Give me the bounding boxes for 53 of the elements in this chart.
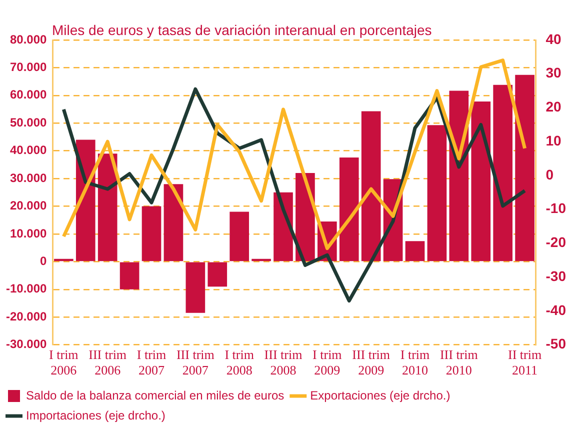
bar (471, 102, 491, 262)
y2-tick-label: 40 (546, 30, 562, 47)
y-tick-label: 40.000 (10, 143, 48, 158)
legend-label: Importaciones (eje drcho.) (26, 408, 166, 422)
chart-title: Miles de euros y tasas de variación interanual en porcentajes (52, 22, 432, 38)
y-tick-label: 20.000 (10, 198, 48, 213)
x-tick-label: I trim 2009 (312, 347, 342, 378)
x-tick-label: III trim 2007 (176, 347, 214, 378)
x-tick-label: I trim 2007 (136, 347, 166, 378)
x-tick-label: III trim 2008 (264, 347, 302, 378)
x-tick-label: III trim 2006 (88, 347, 127, 378)
x-tick-label: II trim 2011 (508, 347, 542, 378)
y-tick-label: 70.000 (10, 60, 48, 74)
x-tick-label: I trim 2006 (49, 347, 78, 378)
y-tick-label: 60.000 (10, 88, 48, 102)
y-tick-label: -20.000 (6, 309, 48, 324)
y2-tick-label: 30 (546, 64, 562, 81)
y-tick-label: -30.000 (6, 337, 48, 352)
y2-tick-label: 0 (546, 166, 554, 182)
bar (230, 212, 249, 262)
bar (208, 262, 228, 287)
bar (515, 74, 534, 262)
y2-tick-label: -10 (546, 200, 566, 216)
bar (339, 157, 359, 262)
y-tick-label: -10.000 (6, 282, 48, 296)
bar (186, 262, 206, 313)
y2-tick-label: -40 (546, 302, 566, 318)
y-tick-label: 0 (40, 254, 48, 268)
y2-tick-label: 10 (546, 132, 562, 148)
bar (252, 258, 271, 262)
legend-label: Saldo de la balanza comercial en miles de euros (26, 388, 284, 402)
bar (120, 262, 140, 290)
bar (164, 184, 184, 262)
bar (493, 84, 512, 262)
x-tick-label: I trim 2010 (400, 347, 430, 378)
y2-tick-label: -50 (546, 336, 566, 352)
y-tick-label: 10.000 (10, 226, 48, 240)
x-tick-label: III trim 2009 (352, 347, 390, 378)
y-tick-label: 30.000 (10, 170, 48, 185)
y2-tick-label: -20 (546, 234, 566, 250)
legend-label: Exportaciones (eje drcho.) (310, 388, 450, 402)
bar (142, 206, 162, 262)
bar (405, 241, 425, 262)
bar (361, 111, 381, 262)
y-tick-label: 50.000 (10, 115, 48, 130)
y2-tick-label: -30 (546, 268, 566, 284)
bar (54, 258, 74, 262)
y-tick-label: 80.000 (10, 32, 48, 46)
y2-tick-label: 20 (546, 98, 562, 115)
bar (427, 125, 447, 262)
x-tick-label: I trim 2008 (224, 347, 254, 378)
bar (98, 154, 118, 262)
x-tick-label: III trim 2010 (440, 347, 478, 378)
